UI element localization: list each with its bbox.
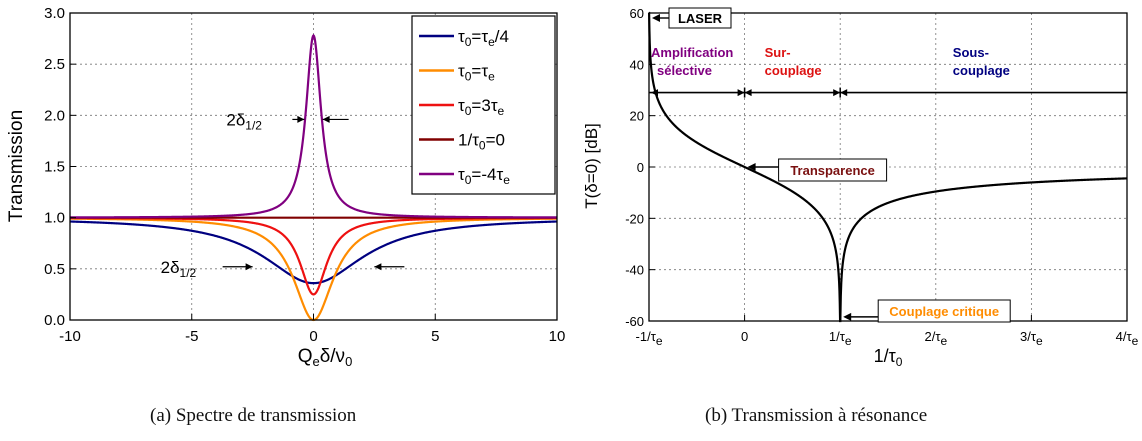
caption-left: (a) Spectre de transmission <box>150 405 357 426</box>
region-arrow-head <box>840 89 848 97</box>
chart-b-ytick-label: -60 <box>625 314 644 329</box>
legend-label-4: τ0=-4τe <box>458 165 510 187</box>
chart-a-xlabel: Qeδ/ν0 <box>298 346 353 369</box>
region-arrow-head <box>744 89 752 97</box>
chart-b-xtick-label: 2/τe <box>924 329 947 348</box>
region-arrow-head <box>651 89 658 97</box>
chart-a-xtick-label: -10 <box>59 328 81 345</box>
annotation-transparence-label: Transparence <box>790 163 875 178</box>
annotation-delta-bottom: 2δ1/2 <box>161 258 197 280</box>
chart-a-ytick-label: 2.5 <box>44 56 65 73</box>
svg-text:Qeδ/ν0: Qeδ/ν0 <box>298 346 353 369</box>
chart-b-xtick-label: 1/τe <box>829 329 852 348</box>
chart-a-ticks: -10 -5 0 5 10 0.0 0.5 1.0 1.5 2.0 2.5 3.0 <box>44 5 565 345</box>
region-label-2-line1: Sous- <box>953 45 989 60</box>
series-line-0 <box>69 220 558 285</box>
chart-b-ytick-label: 60 <box>630 6 644 21</box>
svg-text:1/τ0: 1/τ0 <box>874 346 903 369</box>
annotation-laser-arrow-head <box>652 14 660 22</box>
region-label-0-line2: sélective <box>657 63 712 78</box>
arrow-head <box>245 263 253 271</box>
chart-b-ytick-label: 40 <box>630 57 644 72</box>
chart-a-xtick-label: 0 <box>309 328 317 345</box>
chart-b-ytick-label: -40 <box>625 263 644 278</box>
region-arrow-head <box>737 89 745 97</box>
transmission-spectrum-chart: -10 -5 0 5 100.00.51.01.52.02.53.0 2δ1/22δ1/… <box>6 5 565 369</box>
chart-a-annotations: 2δ1/2 2δ1/2 <box>161 110 405 280</box>
chart-a-ytick-label: 1.0 <box>44 210 65 227</box>
series-line-right <box>839 177 1128 323</box>
chart-b-annotations: LASER Transparence Couplage critique <box>652 7 1011 323</box>
region-label-0-line1: Amplification <box>651 45 733 60</box>
chart-a-ytick-label: 0.5 <box>44 261 65 278</box>
resonance-transmission-chart: -1/τe 0 1/τe 2/τe 3/τe 4/τe -60 -40 -20 0 20 40 60 A… <box>582 6 1139 369</box>
chart-a-legend: τ0=τe/4 τ0=τe τ0=3τe 1/τ0=0 τ0=-4τe <box>411 15 556 195</box>
legend-label-2: τ0=3τe <box>458 96 505 118</box>
chart-b-ticks: -1/τe 0 1/τe 2/τe 3/τe 4/τe -60 -40 -20 0 20 40 60 <box>625 6 1138 348</box>
chart-a-series <box>69 33 558 322</box>
region-arrow-head <box>833 89 841 97</box>
chart-b-xtick-label: 0 <box>741 329 748 344</box>
arrow-head <box>374 263 382 271</box>
caption-right: (b) Transmission à résonance <box>705 405 928 426</box>
chart-b-grid <box>649 13 1127 321</box>
chart-a-xtick-label: 5 <box>431 328 439 345</box>
legend-label-3: 1/τ0=0 <box>458 131 505 153</box>
chart-a-ylabel: Transmission <box>6 110 27 222</box>
annotation-couplage-critique-arrow-head <box>843 312 852 321</box>
chart-b-ylabel: T(δ=0) [dB] <box>582 123 601 209</box>
region-label-1-line1: Sur- <box>765 45 791 60</box>
chart-b-regions: Amplification sélective Sur-couplage Sous-c… <box>649 45 1127 98</box>
legend-label-0: τ0=τe/4 <box>458 27 509 49</box>
series-line-left <box>648 11 842 323</box>
annotation-transparence-box <box>778 158 888 182</box>
chart-a-xtick-label: 10 <box>549 328 566 345</box>
chart-b-xtick-label: -1/τe <box>635 329 662 348</box>
annotation-transparence-arrow-head <box>747 163 756 171</box>
chart-a-ytick-label: 1.5 <box>44 159 65 176</box>
legend-label-1: τ0=τe <box>458 62 495 84</box>
chart-b-ytick-label: 20 <box>630 109 644 124</box>
annotation-couplage-critique-box <box>877 299 1011 323</box>
chart-b-ytick-label: -20 <box>625 211 644 226</box>
annotation-laser-label: LASER <box>678 11 723 26</box>
chart-a-plot-frame <box>69 12 558 321</box>
region-label-2-line2: couplage <box>953 63 1010 78</box>
annotation-delta-top: 2δ1/2 <box>226 110 262 132</box>
chart-a-xtick-label: -5 <box>185 328 198 345</box>
annotation-couplage-critique-label: Couplage critique <box>889 304 999 319</box>
chart-a-ytick-label: 0.0 <box>44 312 65 329</box>
chart-a-ytick-label: 3.0 <box>44 5 65 22</box>
series-line-4 <box>70 33 557 219</box>
region-label-1-line2: couplage <box>765 63 822 78</box>
arrow-head <box>322 115 330 123</box>
chart-b-ytick-label: 0 <box>637 160 644 175</box>
chart-b-xlabel: 1/τ0 <box>874 346 903 369</box>
arrow-head <box>297 115 305 123</box>
chart-b-xtick-label: 4/τe <box>1116 329 1139 348</box>
chart-b-xtick-label: 3/τe <box>1020 329 1043 348</box>
chart-a-ytick-label: 2.0 <box>44 107 65 124</box>
chart-b-series <box>648 11 1128 323</box>
